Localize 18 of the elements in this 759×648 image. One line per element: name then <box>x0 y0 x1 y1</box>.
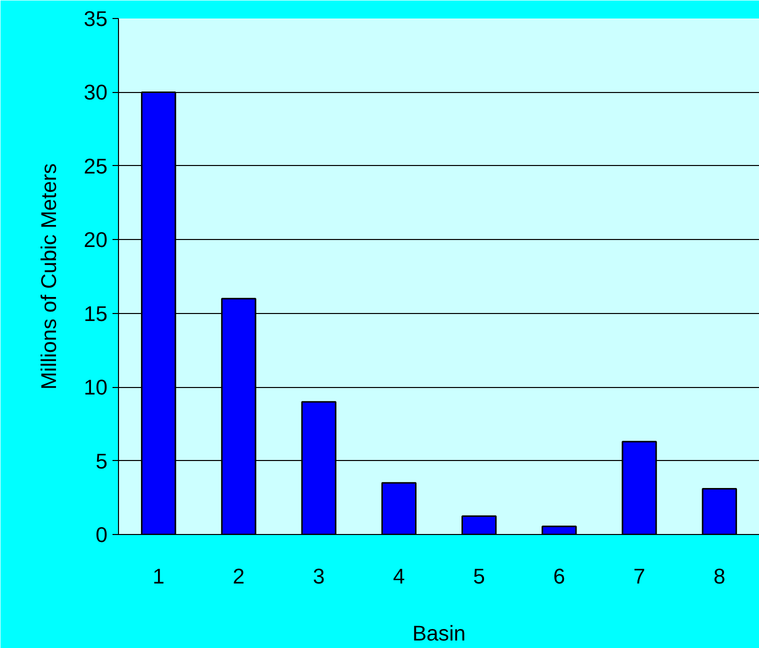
x-tick-label: 5 <box>473 564 486 588</box>
x-tick-label: 2 <box>232 564 245 588</box>
x-axis-title: Basin <box>412 622 466 646</box>
y-tick-label: 30 <box>84 80 108 105</box>
x-tick-label: 6 <box>553 564 566 588</box>
y-tick-label: 15 <box>84 302 108 326</box>
x-tick-label: 4 <box>393 564 406 588</box>
y-axis-title: Millions of Cubic Meters <box>36 163 61 390</box>
y-tick-label: 0 <box>96 523 108 547</box>
x-tick-label: 8 <box>714 564 726 588</box>
x-tick-label: 7 <box>633 564 646 588</box>
y-tick-label: 25 <box>84 154 108 178</box>
y-tick-label: 20 <box>84 228 108 252</box>
y-tick-label: 5 <box>96 449 108 474</box>
y-tick-label: 10 <box>84 376 108 400</box>
x-tick-label: 1 <box>152 564 165 588</box>
x-tick-label: 3 <box>312 564 325 588</box>
y-tick-label: 35 <box>84 7 108 31</box>
